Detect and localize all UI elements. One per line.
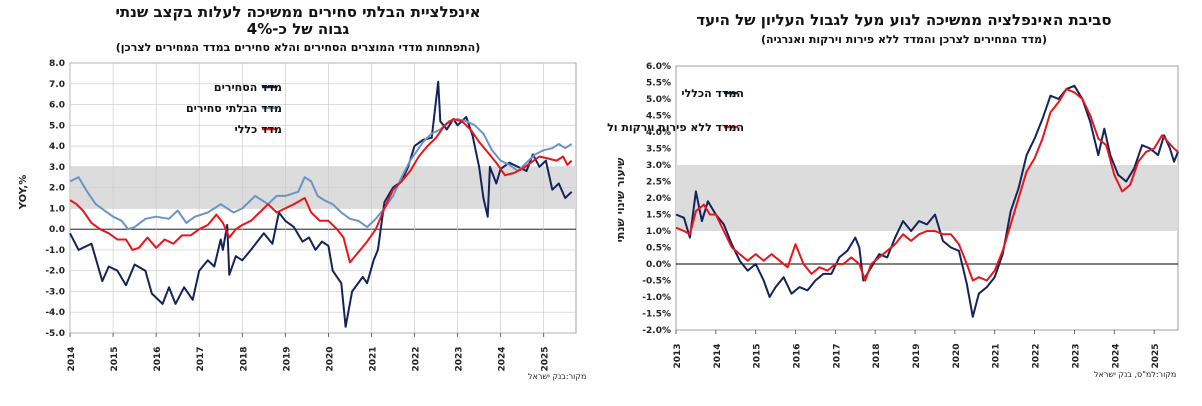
left-chart-y-tick-label: -2.0 <box>45 267 65 277</box>
right-chart-x-tick-label: 2023 <box>1071 343 1081 368</box>
left-chart-x-tick-label: 2019 <box>282 346 292 371</box>
right-subtitle: (מדד המחירים לצרכן והמדד ללא פירות וירקו… <box>760 33 1048 46</box>
left-chart-y-tick-label: 0.0 <box>49 225 65 235</box>
right-chart-y-tick-label: 0.5% <box>646 244 671 254</box>
left-chart-x-tick-label: 2018 <box>239 346 249 371</box>
left-chart-panel: אינפלציית הבלתי סחירים ממשיכה לעלות בקצב… <box>0 0 596 406</box>
left-chart-x-tick-label: 2017 <box>196 346 206 371</box>
left-source-note: מקור:בנק ישראל <box>528 372 587 381</box>
left-title-line1: אינפלציית הבלתי סחירים ממשיכה לעלות בקצב… <box>115 3 481 21</box>
right-chart-y-tick-label: 1.0% <box>646 227 671 237</box>
left-chart-y-tick-label: 1.0 <box>49 204 65 214</box>
right-chart-panel: סביבת האינפלציה ממשיכה לנוע מעל לגבול הע… <box>606 0 1202 406</box>
left-chart-x-tick-label: 2020 <box>325 346 335 371</box>
left-chart-y-tick-label: 3.0 <box>49 163 65 173</box>
right-chart-x-tick-label: 2021 <box>992 343 1002 368</box>
right-chart-y-tick-label: 2.5% <box>646 178 671 188</box>
right-chart-x-tick-label: 2024 <box>1111 343 1121 368</box>
right-chart-series-line-2 <box>675 88 1179 282</box>
right-chart-y-tick-label: 5.0% <box>646 95 671 105</box>
left-chart-y-tick-label: 2.0 <box>49 184 65 194</box>
right-chart-svg: 6.0% 5.5% 5.0% 4.5% 4.0% 3.5% 3.0% 2.5% 2.0% 1.5%… <box>606 62 1179 369</box>
left-chart-y-tick-label: 8.0 <box>49 59 65 69</box>
right-chart-y-tick-label: 6.0% <box>646 62 671 72</box>
right-chart-series-line-1 <box>675 84 1179 318</box>
left-subtitle: (התפתחות מדדי המוצרים הסחירים והלא סחירי… <box>115 41 481 54</box>
right-title: סביבת האינפלציה ממשיכה לנוע מעל לגבול הע… <box>696 11 1112 29</box>
right-chart-target-band <box>676 165 1178 231</box>
right-chart-y-tick-label: 4.5% <box>646 112 671 122</box>
left-chart-x-tick-label: 2014 <box>67 346 77 371</box>
right-chart-y-tick-label: 0.0% <box>646 260 671 270</box>
right-chart-y-tick-label: -0.5% <box>642 277 671 287</box>
right-chart-x-tick-label: 2015 <box>753 343 763 368</box>
left-chart-y-tick-label: -1.0 <box>45 246 65 256</box>
left-chart-y-tick-label: 4.0 <box>49 142 65 152</box>
right-chart-x-tick-label: 2014 <box>713 343 723 368</box>
left-chart-x-tick-label: 2025 <box>541 346 551 371</box>
left-title-line2: גבוה של כ-4% <box>246 20 350 38</box>
right-chart-y-tick-label: 5.5% <box>646 79 671 89</box>
left-chart-y-tick-label: 6.0 <box>49 101 65 111</box>
right-chart-y-axis-label: שיעור שינוי שנתי <box>614 157 627 242</box>
left-chart-y-tick-label: -4.0 <box>45 308 65 318</box>
left-chart-x-tick-label: 2022 <box>412 346 422 371</box>
right-chart-y-tick-label: -2.0% <box>642 326 671 336</box>
right-chart-y-tick-label: -1.5% <box>642 310 671 320</box>
left-chart-y-tick-label: -3.0 <box>45 287 65 297</box>
left-chart-x-tick-label: 2015 <box>110 346 120 371</box>
right-chart-y-tick-label: 1.5% <box>646 211 671 221</box>
right-chart-y-tick-label: 4.0% <box>646 128 671 138</box>
right-chart-y-tick-label: -1.0% <box>642 293 671 303</box>
right-source-note: מקור:למ"ס, בנק ישראל <box>1094 370 1177 379</box>
right-chart-x-tick-label: 2025 <box>1151 343 1161 368</box>
left-chart-legend-label: מדד כללי <box>234 123 282 136</box>
left-chart-x-tick-label: 2023 <box>455 346 465 371</box>
left-chart-x-tick-label: 2016 <box>153 346 163 371</box>
right-chart-x-tick-label: 2017 <box>832 343 842 368</box>
left-chart-series-line-3 <box>69 118 573 264</box>
right-chart-x-tick-label: 2020 <box>952 343 962 368</box>
left-chart-y-tick-label: 5.0 <box>49 121 65 131</box>
left-chart-svg: 8.0 7.0 6.0 5.0 4.0 3.0 2.0 1.0 0.0 -1.0 -2.0 -3.0 -… <box>18 59 577 372</box>
right-chart-y-tick-label: 3.0% <box>646 161 671 171</box>
left-chart-y-tick-label: -5.0 <box>45 329 65 339</box>
left-chart-legend-label: מדד הבלתי סחירים <box>186 102 282 115</box>
right-chart-x-tick-label: 2018 <box>872 343 882 368</box>
right-chart-title: סביבת האינפלציה ממשיכה לנוע מעל לגבול הע… <box>606 11 1202 47</box>
right-chart-y-tick-label: 2.0% <box>646 194 671 204</box>
right-chart-x-tick-label: 2022 <box>1032 343 1042 368</box>
left-chart-series-line-2 <box>69 118 573 231</box>
left-chart-y-tick-label: 7.0 <box>49 80 65 90</box>
left-chart-y-axis-label: YOY,% <box>18 175 29 210</box>
left-chart-legend-label: מדד הסחירים <box>214 81 282 94</box>
left-chart-series-line-1 <box>69 80 573 328</box>
right-chart-x-tick-label: 2019 <box>912 343 922 368</box>
right-chart-x-tick-label: 2013 <box>673 343 683 368</box>
left-chart-x-tick-label: 2024 <box>498 346 508 371</box>
right-chart-legend-label: המדד הכללי <box>681 87 744 100</box>
right-chart-y-tick-label: 3.5% <box>646 145 671 155</box>
left-chart-x-tick-label: 2021 <box>368 346 378 371</box>
left-chart-title: אינפלציית הבלתי סחירים ממשיכה לעלות בקצב… <box>0 3 596 55</box>
right-chart-x-tick-label: 2016 <box>793 343 803 368</box>
right-chart-legend-label: המדד ללא פירות וירקות וללא אנרגיה <box>606 121 744 134</box>
